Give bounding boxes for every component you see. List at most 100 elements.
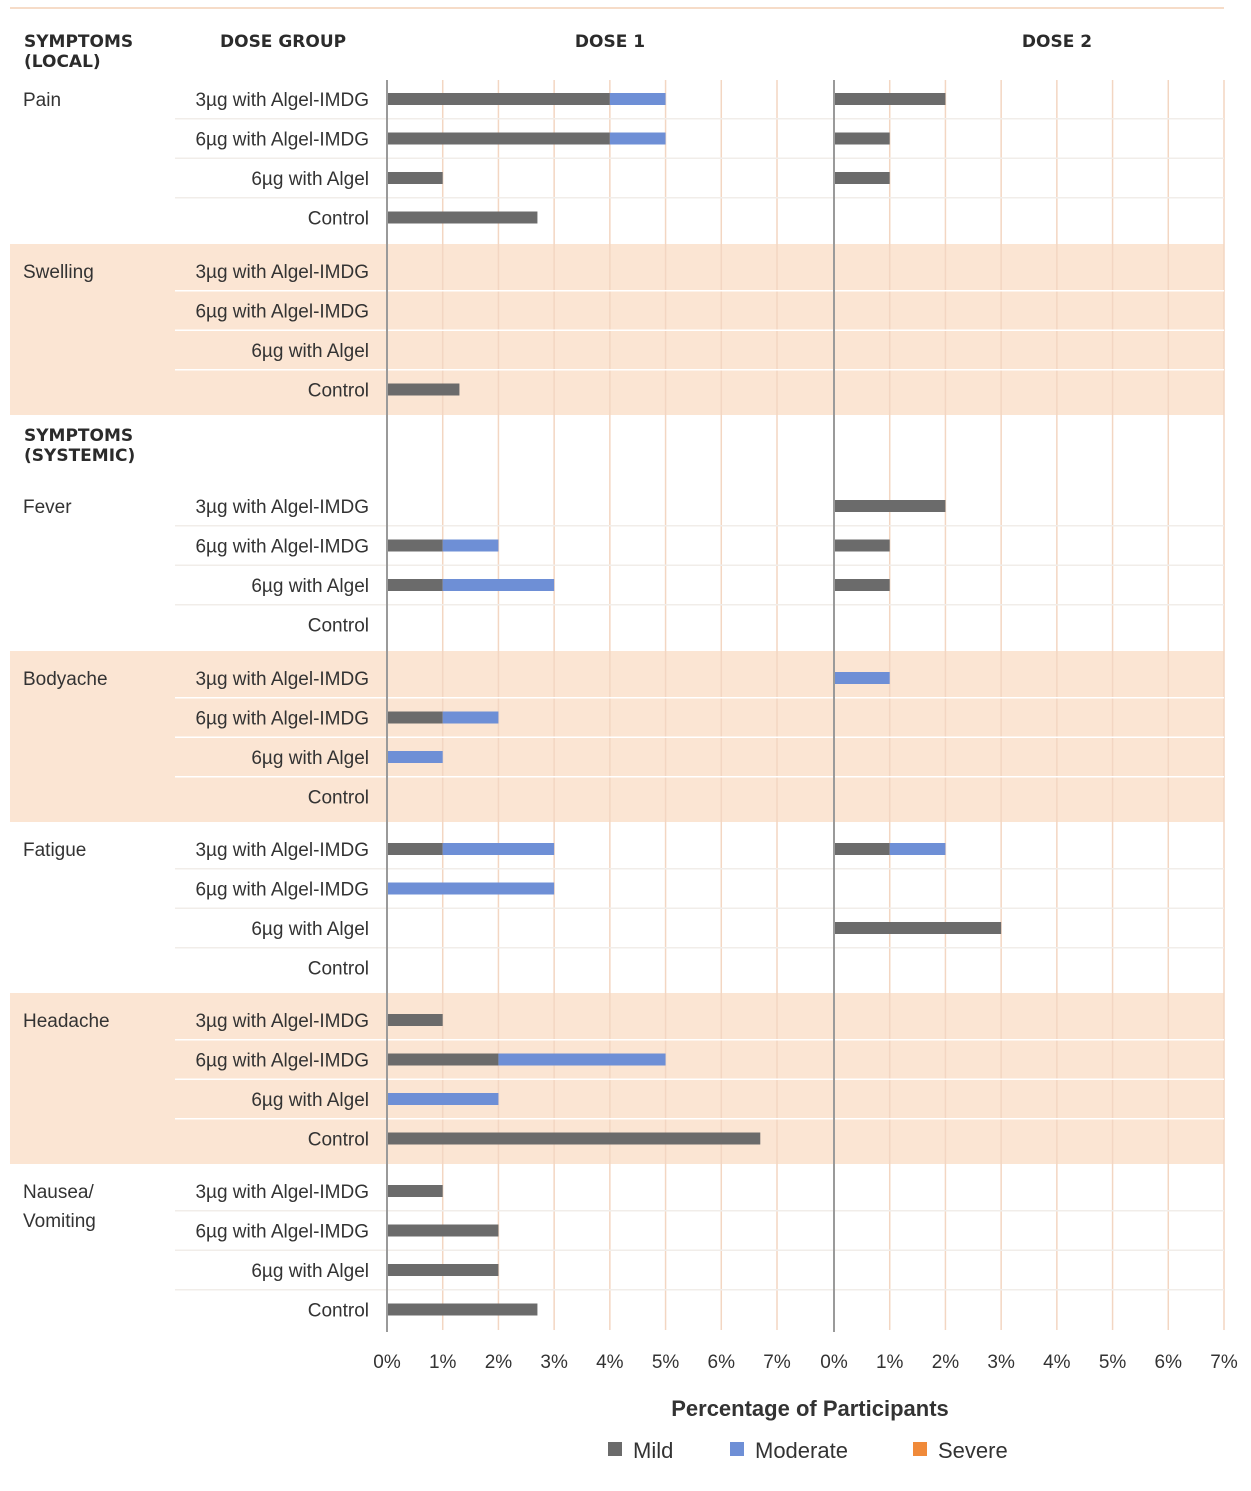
bar-fever-dose1-row2-moderate xyxy=(442,539,499,552)
header-symptoms-local-line1: SYMPTOMS xyxy=(24,32,133,52)
bars xyxy=(387,93,1002,1316)
bar-pain-dose1-row2-moderate xyxy=(609,132,666,145)
bar-pain-dose1-row4-mild xyxy=(387,211,538,224)
x-axis-title: Percentage of Participants xyxy=(671,1396,949,1421)
x-tick-label: 1% xyxy=(876,1352,904,1373)
gridlines xyxy=(441,80,1225,1330)
legend-swatch-moderate xyxy=(730,1442,744,1456)
x-tick-label: 7% xyxy=(1210,1352,1238,1373)
dose-group-label: 6µg with Algel xyxy=(251,576,369,597)
x-tick-label: 6% xyxy=(708,1352,736,1373)
x-tick-label: 3% xyxy=(540,1352,568,1373)
bar-fatigue-dose2-row1-moderate xyxy=(889,843,946,855)
header-dose-2: DOSE 2 xyxy=(1022,32,1092,52)
symptom-label: Headache xyxy=(23,1011,110,1032)
dose-group-label: 6µg with Algel-IMDG xyxy=(195,1222,369,1243)
dose-group-label: Control xyxy=(308,1301,369,1322)
x-tick-label: 7% xyxy=(763,1352,791,1373)
bar-headache-dose1-row2-moderate xyxy=(498,1053,666,1066)
symptom-label: Fatigue xyxy=(23,840,86,861)
bar-fatigue-dose2-row1-mild xyxy=(834,843,890,855)
bar-pain-dose1-row3-mild xyxy=(387,172,443,184)
bar-nausea-vomiting-dose1-row1-mild xyxy=(387,1185,443,1197)
x-tick-label: 3% xyxy=(987,1352,1015,1373)
symptom-label: Nausea/ xyxy=(23,1182,94,1203)
dose-group-label: 6µg with Algel-IMDG xyxy=(195,537,369,558)
dose-group-label: 3µg with Algel-IMDG xyxy=(195,840,369,861)
bar-pain-dose2-row3-mild xyxy=(834,172,890,184)
x-tick-label: 1% xyxy=(429,1352,457,1373)
bar-bodyache-dose1-row2-moderate xyxy=(442,711,499,724)
dose-group-label: 3µg with Algel-IMDG xyxy=(195,262,369,283)
dose-group-label: 6µg with Algel-IMDG xyxy=(195,302,369,323)
bar-headache-dose1-row2-mild xyxy=(387,1053,499,1066)
axes xyxy=(10,7,1224,1332)
row-separators xyxy=(175,118,1224,1291)
dose-group-label: 3µg with Algel-IMDG xyxy=(195,90,369,111)
x-tick-label: 6% xyxy=(1155,1352,1183,1373)
dose-group-label: Control xyxy=(308,788,369,809)
legend-label-mild: Mild xyxy=(633,1438,673,1463)
legend-swatch-severe xyxy=(913,1442,927,1456)
x-tick-label: 4% xyxy=(596,1352,624,1373)
bar-fever-dose2-row2-mild xyxy=(834,539,890,552)
symptom-label: Vomiting xyxy=(23,1211,96,1232)
dose-group-label: 6µg with Algel xyxy=(251,1261,369,1282)
bar-nausea-vomiting-dose1-row2-mild xyxy=(387,1224,499,1237)
header-dose-1: DOSE 1 xyxy=(575,32,645,52)
dose-group-label: Control xyxy=(308,1130,369,1151)
symptom-label: Fever xyxy=(23,497,72,518)
dose-group-label: 6µg with Algel-IMDG xyxy=(195,130,369,151)
dose-group-label: 3µg with Algel-IMDG xyxy=(195,1182,369,1203)
bar-fever-dose1-row3-mild xyxy=(387,579,443,591)
bar-bodyache-dose2-row1-moderate xyxy=(834,672,890,684)
symptom-label: Swelling xyxy=(23,262,94,283)
bar-headache-dose1-row1-mild xyxy=(387,1014,443,1026)
dose-group-label: 3µg with Algel-IMDG xyxy=(195,669,369,690)
dose-group-label: 6µg with Algel-IMDG xyxy=(195,880,369,901)
bar-fever-dose2-row1-mild xyxy=(834,500,946,512)
dose-group-label: 6µg with Algel xyxy=(251,919,369,940)
bar-pain-dose2-row2-mild xyxy=(834,132,890,145)
dose-group-label: Control xyxy=(308,381,369,402)
bar-fatigue-dose1-row2-moderate xyxy=(387,882,555,895)
bar-headache-dose1-row4-mild xyxy=(387,1132,761,1145)
bar-fatigue-dose1-row1-moderate xyxy=(442,843,555,855)
symptom-label: Pain xyxy=(23,90,61,111)
bar-fatigue-dose1-row1-mild xyxy=(387,843,443,855)
bar-pain-dose1-row1-mild xyxy=(387,93,610,105)
dose-group-label: Control xyxy=(308,959,369,980)
x-tick-label: 2% xyxy=(485,1352,513,1373)
dose-group-label: 6µg with Algel xyxy=(251,1090,369,1111)
bar-bodyache-dose1-row3-moderate xyxy=(387,751,443,763)
bar-fever-dose1-row2-mild xyxy=(387,539,443,552)
dose-group-label: 6µg with Algel-IMDG xyxy=(195,709,369,730)
x-tick-label: 5% xyxy=(1099,1352,1127,1373)
dose-group-label: 3µg with Algel-IMDG xyxy=(195,1011,369,1032)
dose-group-label: 6µg with Algel-IMDG xyxy=(195,1051,369,1072)
labels: SYMPTOMS(LOCAL)DOSE GROUP DOSE 1 DOSE 2SYM… xyxy=(23,32,1238,1421)
bar-nausea-vomiting-dose1-row3-mild xyxy=(387,1264,499,1276)
header-symptoms-systemic-line2: (SYSTEMIC) xyxy=(24,446,135,466)
dose-group-label: 3µg with Algel-IMDG xyxy=(195,497,369,518)
x-tick-label: 0% xyxy=(373,1352,401,1373)
x-tick-label: 0% xyxy=(820,1352,848,1373)
legend-label-severe: Severe xyxy=(938,1438,1008,1463)
dose-group-label: Control xyxy=(308,616,369,637)
bar-pain-dose1-row2-mild xyxy=(387,132,610,145)
header-symptoms-local-line2: (LOCAL) xyxy=(24,52,101,72)
dose-group-label: 6µg with Algel xyxy=(251,748,369,769)
bar-bodyache-dose1-row2-mild xyxy=(387,711,443,724)
bar-fever-dose1-row3-moderate xyxy=(442,579,555,591)
x-tick-label: 5% xyxy=(652,1352,680,1373)
dose-group-label: 6µg with Algel xyxy=(251,169,369,190)
x-tick-label: 4% xyxy=(1043,1352,1071,1373)
bar-headache-dose1-row3-moderate xyxy=(387,1093,499,1105)
header-dose-group: DOSE GROUP xyxy=(220,32,346,52)
bar-fever-dose2-row3-mild xyxy=(834,579,890,591)
bar-nausea-vomiting-dose1-row4-mild xyxy=(387,1303,538,1316)
header-symptoms-systemic-line1: SYMPTOMS xyxy=(24,426,133,446)
x-tick-label: 2% xyxy=(932,1352,960,1373)
legend-label-moderate: Moderate xyxy=(755,1438,848,1463)
